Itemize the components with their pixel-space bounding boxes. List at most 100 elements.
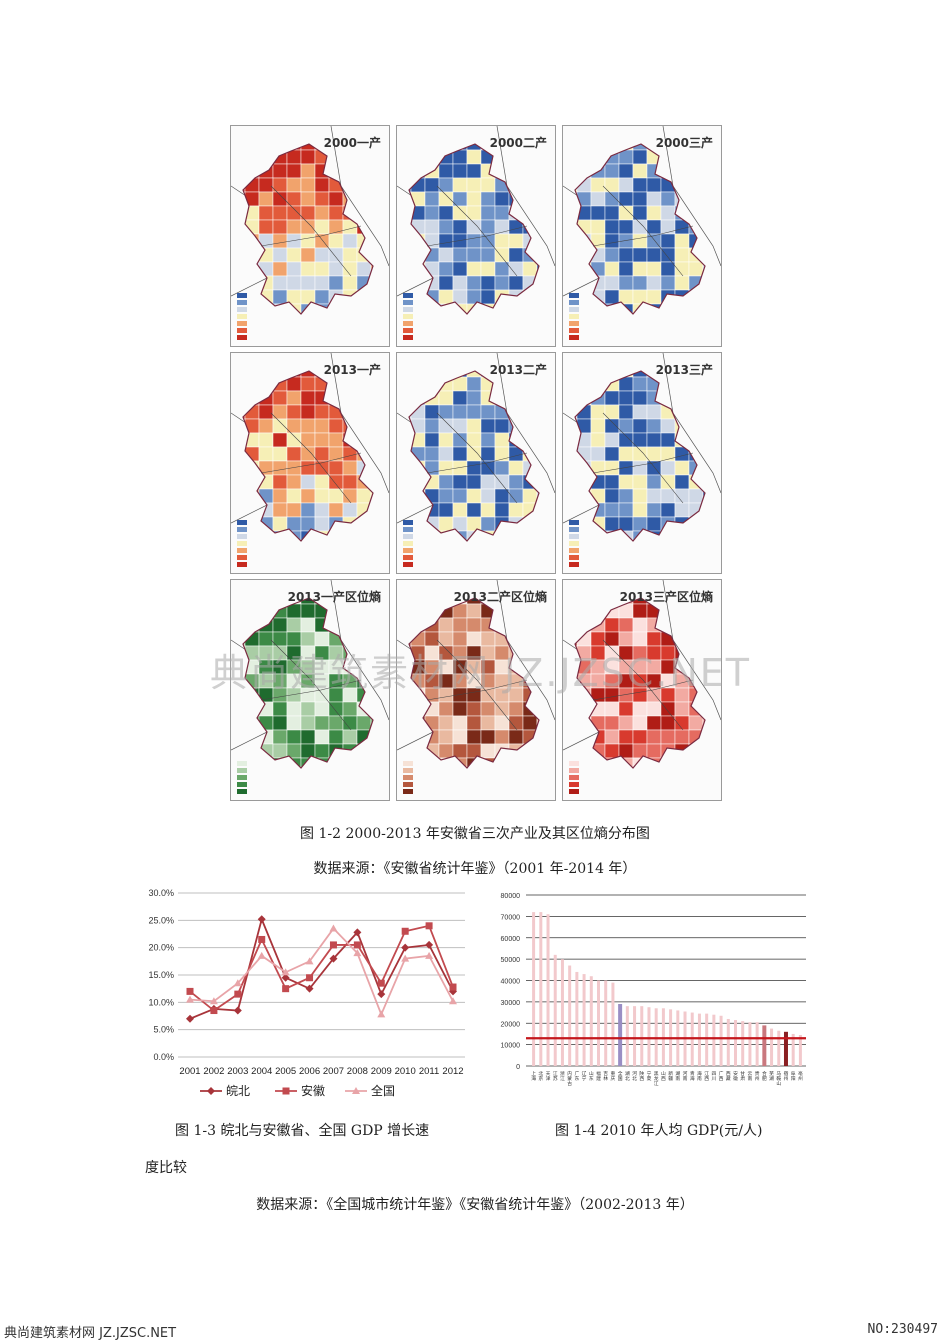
y-tick-label: 30000 bbox=[501, 1000, 521, 1007]
data-point bbox=[234, 990, 242, 998]
y-tick-label: 25.0% bbox=[148, 915, 174, 925]
county-cell bbox=[286, 701, 302, 717]
county-cell bbox=[551, 234, 555, 248]
x-tick-label: 2010 bbox=[395, 1066, 416, 1077]
legend-swatch bbox=[237, 520, 247, 525]
y-tick-label: 70000 bbox=[501, 914, 521, 921]
county-cell bbox=[660, 303, 676, 314]
county-cell bbox=[300, 371, 316, 378]
county-cell bbox=[632, 603, 648, 619]
county-cell bbox=[551, 419, 555, 433]
county-cell bbox=[466, 488, 482, 504]
county-cell bbox=[717, 405, 721, 419]
county-cell bbox=[618, 446, 634, 462]
county-cell bbox=[466, 233, 482, 249]
x-tick-label: 吉林 bbox=[603, 1071, 608, 1082]
county-cell bbox=[536, 261, 539, 277]
county-cell bbox=[575, 603, 578, 619]
county-cell bbox=[660, 418, 676, 434]
county-cell bbox=[575, 247, 578, 263]
province-outline bbox=[408, 143, 540, 315]
county-cell bbox=[689, 772, 703, 786]
county-cell bbox=[243, 144, 246, 151]
county-cell bbox=[258, 729, 274, 745]
county-cell bbox=[258, 404, 274, 420]
county-cell bbox=[438, 275, 454, 291]
county-cell bbox=[424, 729, 440, 745]
legend-swatch bbox=[403, 548, 413, 553]
county-cell bbox=[273, 545, 287, 559]
legend-swatch bbox=[569, 562, 579, 567]
county-cell bbox=[632, 502, 648, 518]
county-cell bbox=[551, 531, 555, 545]
county-cell bbox=[439, 545, 453, 559]
map-title: 2013一产 bbox=[323, 363, 381, 377]
county-cell bbox=[551, 744, 555, 758]
county-cell bbox=[660, 488, 676, 504]
county-cell bbox=[272, 743, 288, 759]
bar bbox=[783, 1031, 788, 1066]
county-cell bbox=[466, 247, 482, 263]
county-cell bbox=[410, 404, 426, 420]
county-cell bbox=[356, 530, 372, 541]
county-cell bbox=[370, 418, 373, 434]
county-cell bbox=[576, 617, 592, 633]
county-cell bbox=[661, 772, 675, 786]
county-cell bbox=[551, 150, 555, 164]
county-cell bbox=[409, 460, 412, 476]
county-cell bbox=[410, 390, 426, 406]
legend-swatch bbox=[237, 335, 247, 340]
legend-swatch bbox=[237, 548, 247, 553]
county-cell bbox=[424, 219, 440, 235]
legend-swatch bbox=[237, 527, 247, 532]
county-cell bbox=[452, 701, 468, 717]
county-cell bbox=[438, 418, 454, 434]
bar bbox=[560, 959, 564, 1066]
county-cell bbox=[575, 261, 578, 277]
county-cell bbox=[438, 247, 454, 263]
county-cell bbox=[702, 502, 705, 518]
county-cell bbox=[522, 617, 538, 633]
county-cell bbox=[591, 318, 605, 332]
county-cell bbox=[523, 772, 537, 786]
county-cell bbox=[286, 177, 302, 193]
county-cell bbox=[424, 502, 440, 518]
county-cell bbox=[703, 772, 717, 786]
county-cell bbox=[328, 432, 344, 448]
county-cell bbox=[536, 418, 539, 434]
county-cell bbox=[522, 530, 538, 541]
county-cell bbox=[590, 191, 606, 207]
map-title: 2013三产 bbox=[655, 363, 713, 377]
county-cell bbox=[522, 303, 538, 314]
data-point bbox=[282, 985, 290, 993]
data-point bbox=[425, 940, 434, 949]
data-point bbox=[401, 943, 410, 952]
county-cell bbox=[717, 276, 721, 290]
county-cell bbox=[286, 757, 302, 768]
county-cell bbox=[522, 404, 538, 420]
county-cell bbox=[314, 205, 330, 221]
county-cell bbox=[688, 191, 704, 207]
county-cell bbox=[494, 303, 510, 314]
county-cell bbox=[452, 617, 468, 633]
county-cell bbox=[647, 545, 661, 559]
road-line bbox=[426, 639, 528, 731]
county-cell bbox=[370, 617, 373, 633]
legend-label: 全国 bbox=[371, 1083, 395, 1098]
county-cell bbox=[452, 530, 468, 541]
county-cell bbox=[245, 318, 259, 332]
county-cell bbox=[509, 772, 523, 786]
legend-swatch bbox=[403, 307, 413, 312]
county-cell bbox=[551, 391, 555, 405]
county-cell bbox=[576, 516, 592, 532]
county-cell bbox=[632, 488, 648, 504]
county-cell bbox=[508, 303, 524, 314]
county-cell bbox=[286, 460, 302, 476]
county-cell bbox=[551, 304, 555, 318]
county-cell bbox=[618, 261, 634, 277]
county-cell bbox=[342, 474, 358, 490]
province-outline bbox=[574, 370, 706, 542]
county-cell bbox=[385, 248, 389, 262]
map-graphic bbox=[397, 353, 555, 559]
county-cell bbox=[537, 545, 551, 559]
